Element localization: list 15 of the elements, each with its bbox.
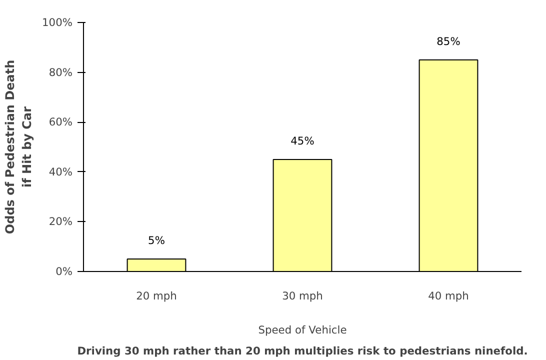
y-tick-label: 40%	[48, 165, 72, 178]
x-axis-title: Speed of Vehicle	[258, 324, 347, 336]
y-tick-label: 80%	[48, 66, 72, 79]
y-tick-label: 0%	[56, 265, 72, 278]
y-tick-label: 100%	[42, 16, 73, 29]
y-tick-label: 20%	[48, 215, 72, 228]
text: Driving 30 mph rather than 20 mph multiplies risk to pedestrians ninefold.	[77, 344, 528, 358]
y-tick-label: 60%	[48, 116, 72, 129]
x-tick-label: 30 mph	[282, 290, 323, 302]
data-label: 85%	[436, 34, 460, 48]
x-tick-label: 40 mph	[428, 290, 469, 302]
data-label: 45%	[290, 134, 314, 148]
y-axis-title: Odds of Pedestrian Death if Hit by Car	[3, 60, 34, 234]
data-label: 5%	[148, 234, 165, 248]
x-tick-label: 20 mph	[136, 290, 177, 302]
